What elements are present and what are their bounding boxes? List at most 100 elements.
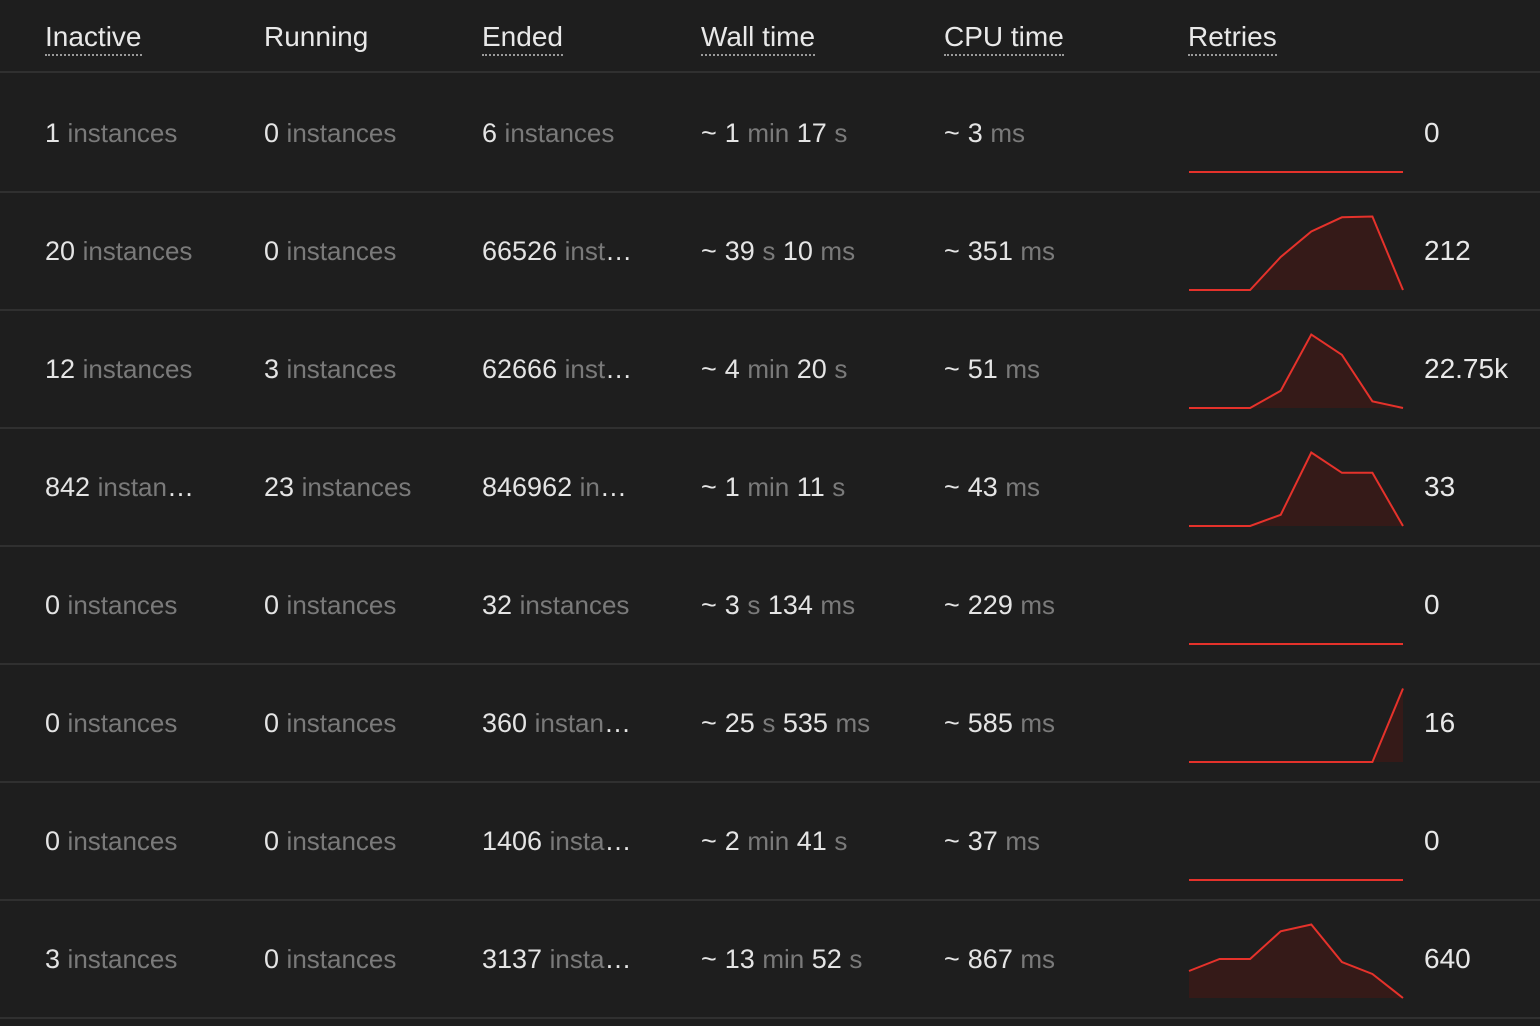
retries-count: 212 xyxy=(1424,235,1471,266)
approx-sign: ~ xyxy=(944,944,960,974)
inactive-cell: 0 instances xyxy=(45,547,195,663)
retries-sparkline xyxy=(1189,215,1404,291)
wall-time-major-value: 3 xyxy=(724,590,740,620)
column-header-retries[interactable]: Retries xyxy=(1188,20,1277,56)
wall-time-major-unit: min xyxy=(747,472,790,502)
approx-sign: ~ xyxy=(701,708,717,738)
column-header-wall-time[interactable]: Wall time xyxy=(701,20,816,56)
retries-sparkline xyxy=(1189,451,1404,527)
wall-time-major-value: 2 xyxy=(724,826,740,856)
approx-sign: ~ xyxy=(944,354,960,384)
sparkline-line xyxy=(1189,451,1404,527)
wall-time-major-unit: min xyxy=(762,944,805,974)
wall-time-major-unit: s xyxy=(762,708,776,738)
retries-sparkline xyxy=(1189,171,1403,173)
running-unit: instances xyxy=(286,708,397,738)
cpu-time-value: 43 xyxy=(967,472,998,502)
running-count: 0 xyxy=(264,236,280,266)
sparkline-area xyxy=(1189,688,1403,762)
inactive-unit: instances xyxy=(67,826,178,856)
running-count: 0 xyxy=(264,118,280,148)
sparkline-area xyxy=(1189,924,1403,998)
inactive-unit: instances xyxy=(82,236,193,266)
ended-count: 62666 xyxy=(482,354,558,384)
approx-sign: ~ xyxy=(701,472,717,502)
retries-count: 33 xyxy=(1424,471,1456,502)
table-row[interactable]: 1 instances 0 instances 6 instances ~1 min … xyxy=(0,75,1540,193)
retries-count: 640 xyxy=(1424,943,1471,974)
wall-time-cell: ~2 min 41 s xyxy=(701,783,921,899)
running-unit: instances xyxy=(286,354,397,384)
sparkline-line xyxy=(1189,333,1404,409)
cpu-time-unit: ms xyxy=(1005,826,1041,856)
running-unit: instances xyxy=(286,236,397,266)
cpu-time-unit: ms xyxy=(990,118,1025,148)
wall-time-major-unit: min xyxy=(747,826,790,856)
running-count: 0 xyxy=(264,708,280,738)
approx-sign: ~ xyxy=(944,118,960,148)
sparkline-area xyxy=(1189,334,1403,408)
cpu-time-value: 229 xyxy=(967,590,1013,620)
running-count: 3 xyxy=(264,354,280,384)
running-unit: instances xyxy=(286,118,397,148)
table-row[interactable]: 0 instances 0 instances 360 instances ~25 s… xyxy=(0,665,1540,783)
inactive-count: 0 xyxy=(45,590,61,620)
retries-count: 22.75k xyxy=(1424,353,1509,384)
wall-time-minor-value: 10 xyxy=(782,236,813,266)
wall-time-minor-unit: ms xyxy=(820,236,856,266)
ended-cell: 3137 instances xyxy=(482,901,637,1017)
ended-unit: instances xyxy=(564,236,637,266)
cpu-time-unit: ms xyxy=(1020,590,1056,620)
cpu-time-value: 37 xyxy=(967,826,998,856)
ended-count: 846962 xyxy=(482,472,573,502)
ended-count: 32 xyxy=(482,590,513,620)
running-count: 0 xyxy=(264,826,280,856)
wall-time-cell: ~1 min 11 s xyxy=(701,429,921,545)
wall-time-major-unit: s xyxy=(747,590,761,620)
wall-time-minor-value: 20 xyxy=(796,354,827,384)
ended-cell: 6 instances xyxy=(482,75,637,191)
ended-cell: 66526 instances xyxy=(482,193,637,309)
cpu-time-cell: ~867 ms xyxy=(944,901,1144,1017)
cpu-time-cell: ~3 ms xyxy=(944,75,1144,191)
cpu-time-cell: ~351 ms xyxy=(944,193,1144,309)
ended-unit: instances xyxy=(504,118,615,148)
cpu-time-cell: ~43 ms xyxy=(944,429,1144,545)
sparkline-line xyxy=(1188,923,1404,999)
wall-time-major-unit: s xyxy=(762,236,776,266)
running-cell: 0 instances xyxy=(264,75,434,191)
wall-time-minor-value: 41 xyxy=(796,826,827,856)
wall-time-major-value: 13 xyxy=(724,944,755,974)
inactive-cell: 3 instances xyxy=(45,901,195,1017)
wall-time-minor-unit: ms xyxy=(820,590,856,620)
running-unit: instances xyxy=(286,944,397,974)
ended-unit: instances xyxy=(519,590,630,620)
running-unit: instances xyxy=(286,826,397,856)
wall-time-minor-value: 17 xyxy=(796,118,827,148)
cpu-time-unit: ms xyxy=(1005,472,1041,502)
cpu-time-value: 3 xyxy=(967,118,983,148)
wall-time-minor-value: 535 xyxy=(782,708,828,738)
cpu-time-value: 51 xyxy=(967,354,998,384)
column-header-inactive[interactable]: Inactive xyxy=(45,20,142,56)
table-row[interactable]: 0 instances 0 instances 32 instances ~3 s 1… xyxy=(0,547,1540,665)
wall-time-minor-value: 52 xyxy=(811,944,842,974)
running-cell: 0 instances xyxy=(264,547,434,663)
inactive-unit: instances xyxy=(97,472,195,502)
wall-time-minor-unit: s xyxy=(834,354,848,384)
approx-sign: ~ xyxy=(701,354,717,384)
retries-count: 16 xyxy=(1424,707,1456,738)
ended-unit: instances xyxy=(549,944,637,974)
running-count: 0 xyxy=(264,944,280,974)
sparkline-area xyxy=(1189,452,1403,526)
inactive-cell: 20 instances xyxy=(45,193,195,309)
wall-time-cell: ~39 s 10 ms xyxy=(701,193,921,309)
column-header-cpu-time[interactable]: CPU time xyxy=(944,20,1064,56)
column-header-ended[interactable]: Ended xyxy=(482,20,563,56)
